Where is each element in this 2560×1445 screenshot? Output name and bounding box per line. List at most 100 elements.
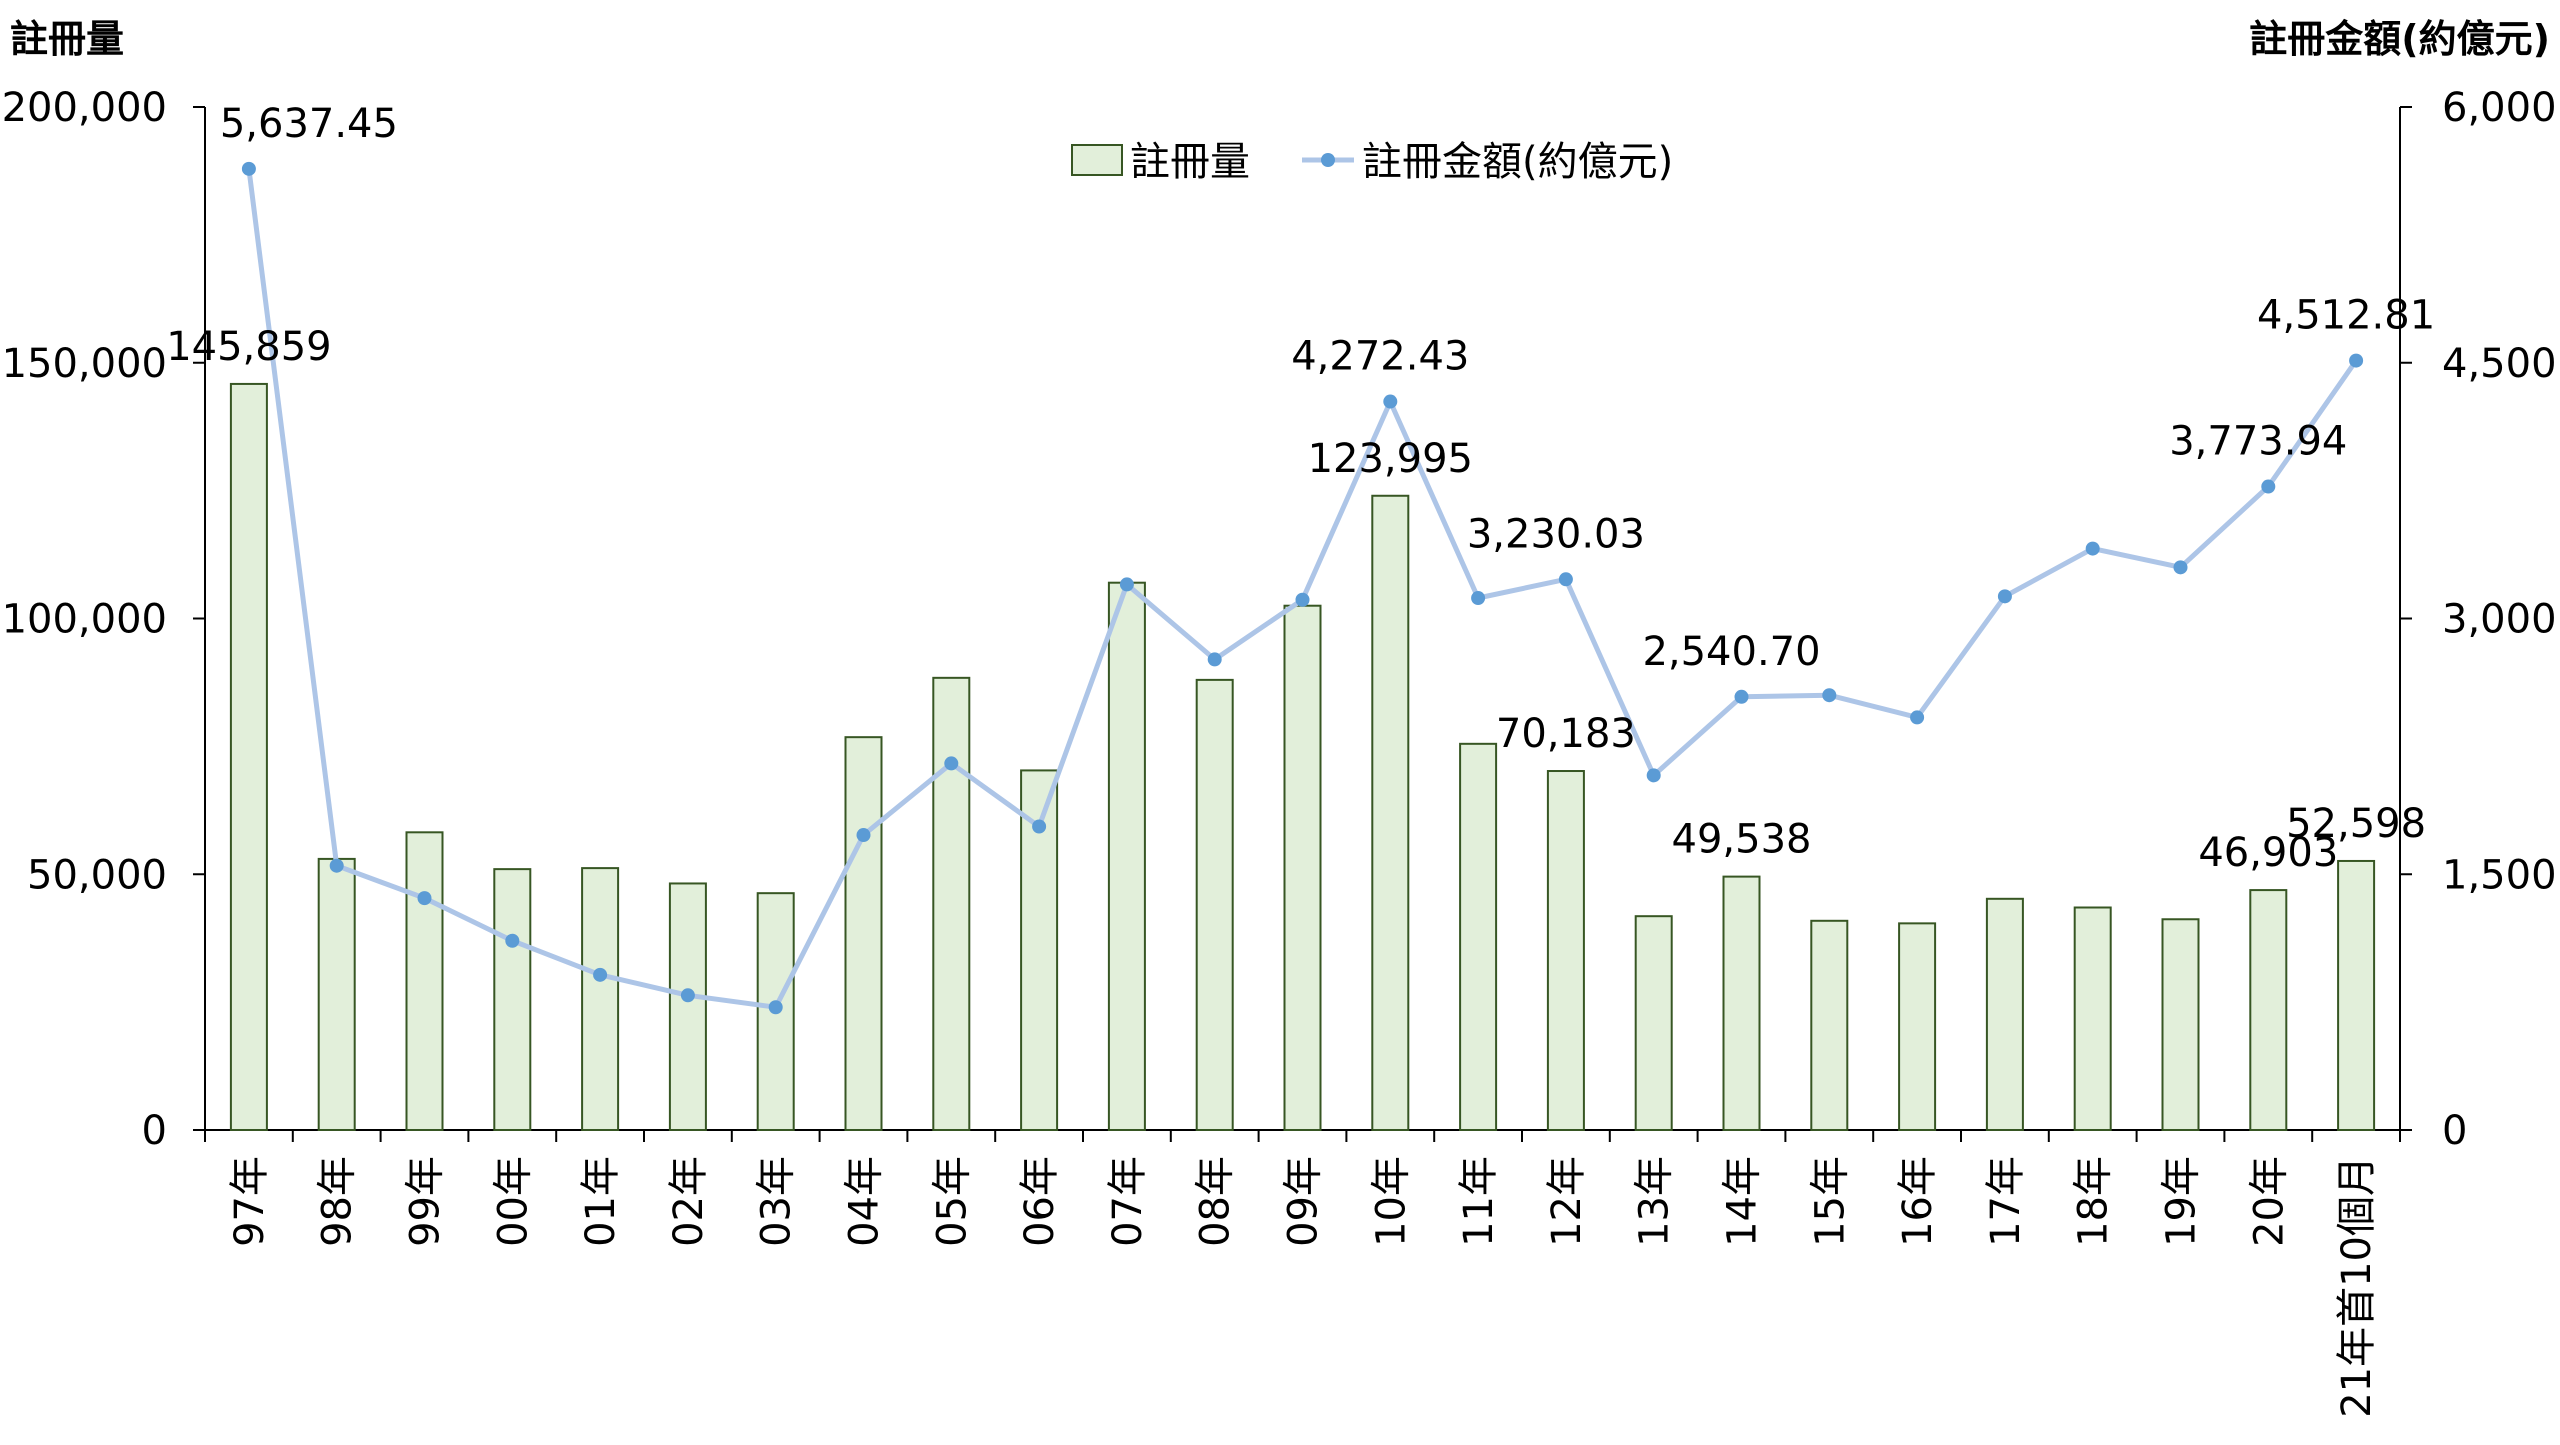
- line-point: [1032, 819, 1047, 834]
- bar-data-label: 123,995: [1308, 436, 1473, 482]
- line-point: [768, 1000, 783, 1015]
- category-label: 03年: [754, 1156, 800, 1247]
- right-tick-label: 4,500: [2442, 341, 2557, 387]
- category-label: 16年: [1895, 1156, 1941, 1247]
- left-axis-title: 註冊量: [10, 17, 124, 61]
- left-tick-label: 100,000: [2, 597, 167, 643]
- category-label: 01年: [578, 1156, 624, 1247]
- left-tick-label: 200,000: [2, 85, 167, 131]
- line-point: [680, 988, 695, 1003]
- line-point: [1997, 589, 2012, 604]
- category-label: 15年: [1807, 1156, 1853, 1247]
- line-point: [1295, 592, 1310, 607]
- bar: [2337, 859, 2376, 1131]
- bar: [317, 857, 356, 1132]
- bar: [581, 867, 620, 1131]
- line-point: [1734, 689, 1749, 704]
- bar: [2073, 906, 2112, 1131]
- category-label: 17年: [1983, 1156, 2029, 1247]
- category-label: 07年: [1105, 1156, 1151, 1247]
- right-tick-label: 1,500: [2442, 852, 2557, 898]
- line-point: [2349, 353, 2364, 368]
- category-label: 14年: [1720, 1156, 1766, 1247]
- category-label: 04年: [842, 1156, 888, 1247]
- line-point: [856, 828, 871, 843]
- line-point: [944, 756, 959, 771]
- line-point: [1383, 394, 1398, 409]
- bar: [1371, 494, 1410, 1131]
- bar: [668, 882, 707, 1131]
- category-label: 05年: [929, 1156, 975, 1247]
- bar: [1546, 770, 1585, 1132]
- category-label: 02年: [666, 1156, 712, 1247]
- line-point: [2173, 560, 2188, 575]
- legend-bar-swatch: [1071, 144, 1123, 176]
- bar-data-label: 145,859: [166, 324, 331, 370]
- category-label: 11年: [1456, 1156, 1502, 1247]
- bar: [1898, 922, 1937, 1131]
- legend-line-label: 註冊金額(約億元): [1362, 139, 1673, 185]
- bar: [229, 382, 268, 1131]
- category-label: 12年: [1544, 1156, 1590, 1247]
- line-point: [329, 858, 344, 873]
- category-label: 19年: [2159, 1156, 2205, 1247]
- line-point: [2085, 541, 2100, 556]
- category-label: 99年: [403, 1156, 449, 1247]
- line-data-label: 5,637.45: [220, 101, 398, 147]
- bar: [932, 676, 971, 1131]
- line-point: [1558, 572, 1573, 587]
- right-tick-label: 6,000: [2442, 85, 2557, 131]
- line-point: [1822, 688, 1837, 703]
- category-label: 09年: [1281, 1156, 1327, 1247]
- bar: [2161, 918, 2200, 1132]
- line-point: [593, 967, 608, 982]
- bar: [1195, 678, 1234, 1131]
- category-label: 21年首10個月: [2334, 1156, 2380, 1418]
- bar-data-label: 46,903: [2198, 830, 2338, 876]
- line-point: [1471, 591, 1486, 606]
- bar: [1107, 581, 1146, 1131]
- category-label: 97年: [227, 1156, 273, 1247]
- bar: [1810, 919, 1849, 1132]
- category-label: 98年: [315, 1156, 361, 1247]
- bar: [1283, 604, 1322, 1131]
- left-tick-label: 150,000: [2, 341, 167, 387]
- line-point: [1646, 768, 1661, 783]
- category-label: 13年: [1632, 1156, 1678, 1247]
- line-point: [417, 891, 432, 906]
- left-tick-label: 50,000: [27, 852, 167, 898]
- category-label: 08年: [1193, 1156, 1239, 1247]
- category-label: 00年: [490, 1156, 536, 1247]
- line-point: [1910, 710, 1925, 725]
- line-point: [1119, 577, 1134, 592]
- bar: [1985, 897, 2024, 1131]
- bar-data-label: 70,183: [1496, 711, 1636, 757]
- legend: 註冊量 註冊金額(約億元): [1071, 139, 1673, 185]
- legend-bar-label: 註冊量: [1130, 139, 1250, 185]
- line-point: [505, 933, 520, 948]
- line-point: [2261, 479, 2276, 494]
- bar: [405, 831, 444, 1131]
- bar: [1459, 742, 1498, 1131]
- bar: [493, 868, 532, 1131]
- right-tick-label: 0: [2442, 1108, 2467, 1154]
- bar: [1722, 875, 1761, 1132]
- category-label: 20年: [2246, 1156, 2292, 1247]
- bar: [2249, 889, 2288, 1131]
- category-label: 10年: [1368, 1156, 1414, 1247]
- category-label: 06年: [1017, 1156, 1063, 1247]
- right-tick-label: 3,000: [2442, 597, 2557, 643]
- bar-data-label: 52,598: [2286, 801, 2426, 847]
- bar: [1634, 915, 1673, 1131]
- line-point: [1207, 652, 1222, 667]
- bar: [844, 736, 883, 1132]
- right-axis-title: 註冊金額(約億元): [2249, 17, 2550, 61]
- line-data-label: 3,230.03: [1467, 511, 1645, 557]
- line-data-label: 4,512.81: [2257, 293, 2435, 339]
- line-data-label: 4,272.43: [1291, 334, 1469, 380]
- bar-data-label: 49,538: [1672, 817, 1812, 863]
- line-point: [241, 161, 256, 176]
- line-data-label: 2,540.70: [1642, 629, 1820, 675]
